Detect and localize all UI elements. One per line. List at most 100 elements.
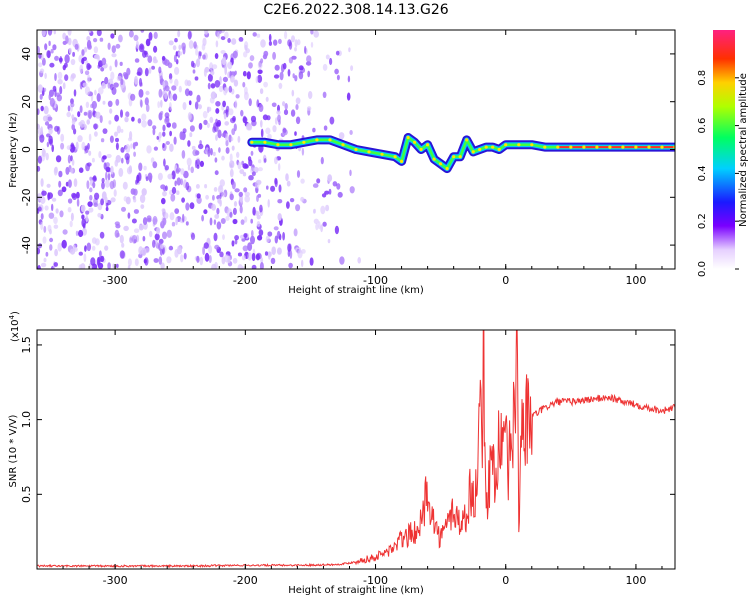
noise-dot [189, 202, 195, 210]
noise-dot [64, 74, 69, 81]
noise-dot [181, 150, 186, 159]
noise-dot [107, 173, 111, 181]
noise-dot [50, 48, 54, 54]
noise-dot [147, 55, 153, 63]
noise-dot [260, 58, 264, 64]
noise-dot [211, 64, 218, 70]
noise-dot [124, 116, 129, 123]
noise-dot [194, 76, 199, 81]
noise-dot [133, 228, 140, 233]
noise-dot [225, 105, 230, 113]
trace-point [367, 150, 371, 154]
noise-dot [327, 239, 331, 244]
noise-dot [332, 181, 338, 187]
trace-point [621, 145, 625, 149]
noise-dot [239, 205, 243, 214]
noise-dot [255, 76, 259, 84]
noise-dot [183, 170, 189, 179]
noise-dot [150, 157, 155, 164]
noise-dot [242, 163, 248, 169]
trace-point [647, 145, 651, 149]
noise-dot [75, 230, 79, 236]
noise-dot [260, 128, 264, 138]
noise-dot [322, 221, 327, 227]
noise-dot [118, 34, 123, 43]
noise-dot [61, 239, 67, 249]
noise-dot [228, 108, 234, 116]
noise-dot [216, 207, 220, 215]
noise-dot [142, 50, 147, 58]
noise-dot [201, 43, 206, 51]
noise-dot [97, 64, 101, 69]
noise-dot [251, 171, 256, 176]
noise-dot [84, 46, 88, 53]
snr-series-line [37, 330, 675, 569]
noise-dot [43, 225, 47, 233]
noise-dot [55, 155, 62, 163]
noise-dot [149, 230, 153, 238]
noise-dot [162, 124, 166, 132]
trace-point [315, 138, 319, 142]
noise-dot [250, 235, 255, 245]
noise-dot [93, 202, 98, 207]
noise-dot [138, 77, 143, 87]
noise-dot [90, 103, 95, 109]
noise-dot [81, 141, 86, 151]
noise-dot [156, 135, 160, 140]
noise-dot [157, 172, 163, 181]
noise-dot [59, 210, 64, 218]
noise-dot [171, 186, 177, 195]
noise-dot [163, 158, 166, 167]
noise-dot [158, 88, 163, 98]
noise-dot [151, 65, 156, 70]
noise-dot [214, 244, 220, 250]
noise-dot [203, 242, 209, 249]
noise-dot [158, 131, 162, 139]
noise-dot [188, 100, 192, 106]
noise-dot [72, 51, 75, 57]
noise-dot [181, 197, 186, 203]
noise-dot [37, 128, 43, 136]
noise-dot [285, 173, 289, 182]
noise-dot [170, 193, 176, 202]
noise-dot [68, 47, 72, 54]
noise-dot [70, 155, 73, 162]
noise-dot [114, 59, 118, 68]
noise-dot [121, 206, 126, 212]
noise-dot [37, 208, 40, 214]
noise-dot [225, 139, 229, 147]
noise-dot [317, 221, 321, 230]
noise-dot [185, 181, 190, 191]
noise-dot [156, 227, 161, 235]
noise-dot [51, 203, 54, 212]
noise-dot [203, 68, 207, 77]
noise-dot [154, 233, 160, 241]
noise-dot [77, 111, 81, 118]
noise-dot [153, 31, 158, 39]
noise-dot [148, 32, 153, 41]
noise-dot [165, 141, 170, 145]
noise-dot [202, 110, 208, 119]
noise-dot [336, 74, 340, 81]
noise-dot [147, 119, 153, 127]
noise-dot [176, 190, 180, 195]
noise-dot [39, 68, 45, 74]
noise-dot [152, 161, 158, 169]
noise-dot [98, 151, 102, 159]
noise-dot [237, 161, 242, 170]
noise-dot [196, 164, 200, 169]
noise-dot [53, 167, 58, 176]
noise-dot [54, 55, 59, 61]
noise-dot [40, 213, 44, 220]
noise-dot [277, 213, 282, 221]
noise-dot [270, 257, 276, 265]
noise-dot [347, 75, 351, 83]
noise-dot [73, 89, 77, 97]
noise-dot [171, 122, 177, 129]
noise-dot [47, 192, 53, 200]
noise-dot [53, 262, 58, 267]
noise-dot [278, 184, 282, 193]
noise-dot [262, 53, 268, 60]
noise-dot [58, 180, 62, 188]
